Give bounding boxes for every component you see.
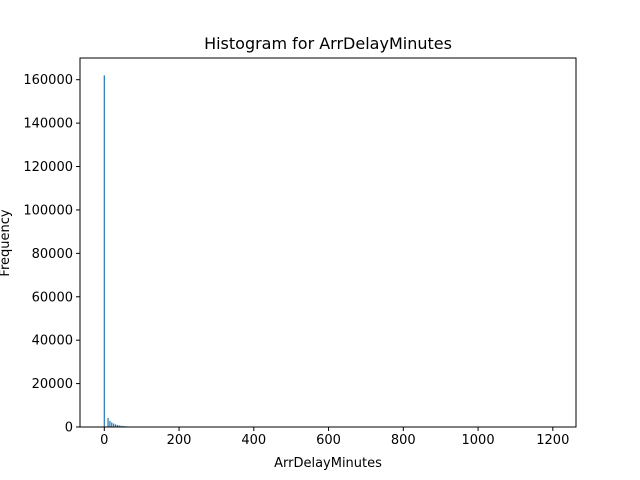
y-axis-label: Frequency [0, 209, 13, 276]
y-tick-label: 160000 [23, 73, 73, 88]
y-tick-label: 40000 [32, 334, 73, 349]
histogram-bar [109, 420, 111, 427]
y-tick-label: 0 [65, 421, 73, 436]
y-tick-label: 80000 [32, 247, 73, 262]
histogram-bar [114, 424, 117, 427]
y-tick-label: 100000 [23, 203, 73, 218]
y-tick-label: 120000 [23, 160, 73, 175]
histogram-bar [103, 75, 105, 428]
histogram-bar [118, 425, 120, 427]
x-tick-label: 1200 [536, 433, 569, 448]
x-tick-label: 800 [391, 433, 416, 448]
plot-frame [79, 57, 577, 428]
histogram-bar [116, 424, 118, 427]
x-axis-label: ArrDelayMinutes [274, 456, 382, 471]
histogram-bar [107, 417, 109, 427]
y-tick-label: 20000 [32, 377, 73, 392]
x-tick-label: 600 [316, 433, 341, 448]
y-axis-ticks: 0 20000 40000 60000 80000 100000 120000 140000 1… [23, 73, 80, 436]
x-tick-label: 200 [167, 433, 192, 448]
x-tick-label: 400 [241, 433, 266, 448]
histogram-bar [122, 425, 124, 427]
x-axis-ticks: 0 200 400 600 800 1000 1200 [100, 427, 569, 448]
x-tick-label: 0 [100, 433, 108, 448]
histogram-bar [120, 425, 122, 427]
histogram-bar [113, 423, 115, 427]
x-tick-label: 1000 [462, 433, 495, 448]
y-tick-label: 60000 [32, 290, 73, 305]
histogram-bar [111, 422, 113, 427]
y-tick-label: 140000 [23, 117, 73, 132]
chart-title: Histogram for ArrDelayMinutes [204, 34, 452, 53]
